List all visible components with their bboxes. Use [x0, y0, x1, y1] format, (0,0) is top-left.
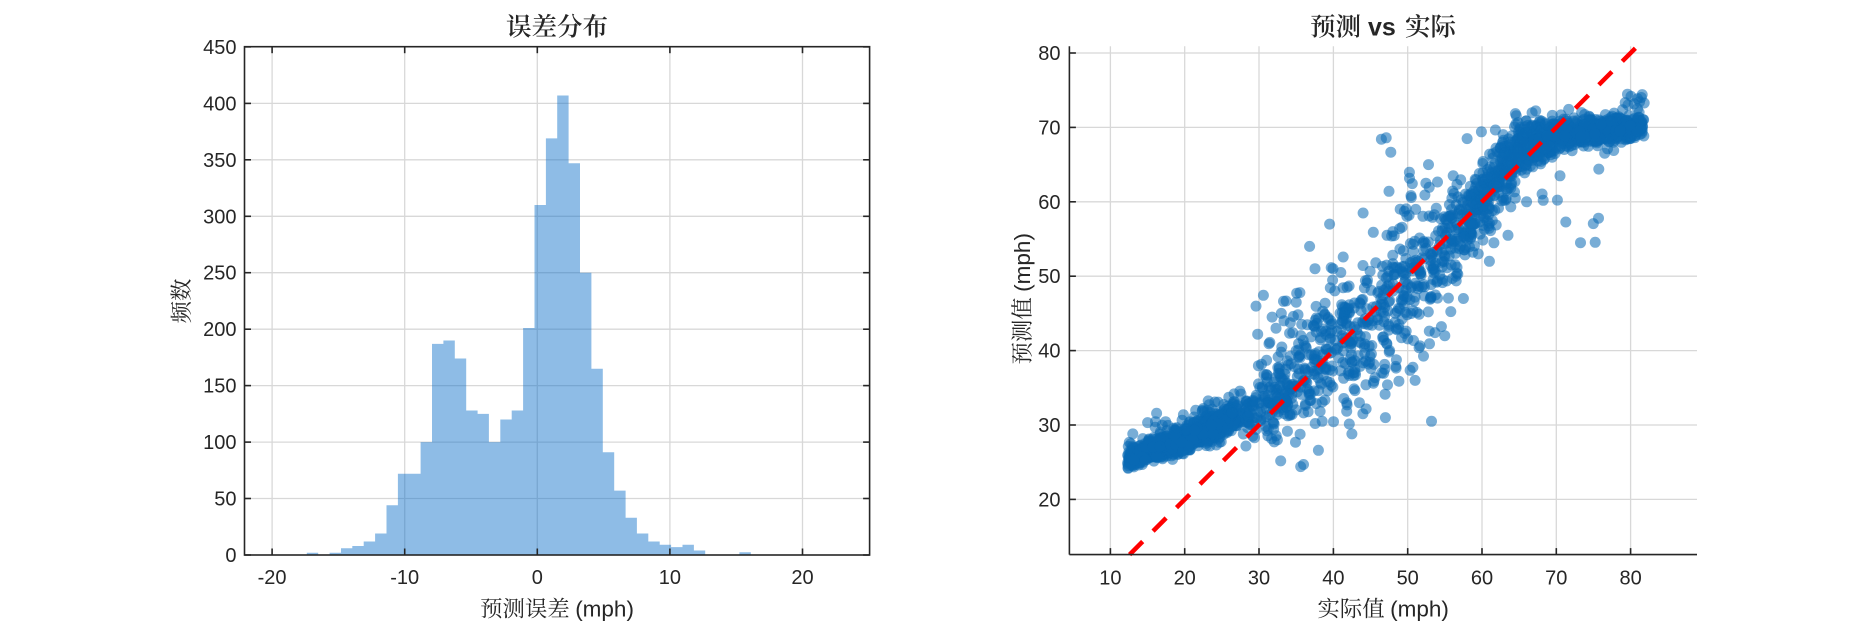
- svg-text:50: 50: [1038, 266, 1060, 288]
- svg-text:40: 40: [1038, 341, 1060, 363]
- svg-text:0: 0: [225, 545, 236, 567]
- svg-text:80: 80: [1038, 43, 1060, 65]
- svg-text:350: 350: [203, 150, 236, 172]
- svg-text:50: 50: [1397, 568, 1419, 590]
- svg-text:-10: -10: [390, 567, 419, 589]
- svg-text:60: 60: [1471, 568, 1493, 590]
- svg-text:40: 40: [1322, 568, 1344, 590]
- svg-text:60: 60: [1038, 192, 1060, 214]
- svg-text:70: 70: [1545, 568, 1567, 590]
- svg-text:70: 70: [1038, 117, 1060, 139]
- svg-text:10: 10: [1099, 568, 1121, 590]
- svg-text:-20: -20: [258, 567, 287, 589]
- svg-text:400: 400: [203, 93, 236, 115]
- svg-text:(mph): (mph): [575, 597, 634, 622]
- svg-text:30: 30: [1248, 568, 1270, 590]
- svg-text:(mph): (mph): [1390, 597, 1449, 622]
- svg-text:20: 20: [791, 567, 813, 589]
- svg-text:(mph): (mph): [1010, 233, 1035, 292]
- svg-text:50: 50: [214, 489, 236, 511]
- svg-text:0: 0: [532, 567, 543, 589]
- svg-text:80: 80: [1619, 568, 1641, 590]
- svg-text:20: 20: [1174, 568, 1196, 590]
- svg-text:20: 20: [1038, 489, 1060, 511]
- svg-text:vs: vs: [1368, 14, 1396, 42]
- svg-text:100: 100: [203, 432, 236, 454]
- svg-text:450: 450: [203, 37, 236, 59]
- svg-text:150: 150: [203, 376, 236, 398]
- svg-text:200: 200: [203, 319, 236, 341]
- svg-text:30: 30: [1038, 415, 1060, 437]
- svg-text:250: 250: [203, 263, 236, 285]
- svg-text:10: 10: [659, 567, 681, 589]
- svg-text:300: 300: [203, 206, 236, 228]
